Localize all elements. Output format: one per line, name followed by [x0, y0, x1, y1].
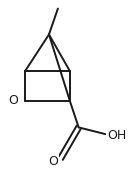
Text: O: O [8, 94, 18, 107]
Text: O: O [48, 155, 58, 168]
Text: OH: OH [107, 128, 126, 142]
